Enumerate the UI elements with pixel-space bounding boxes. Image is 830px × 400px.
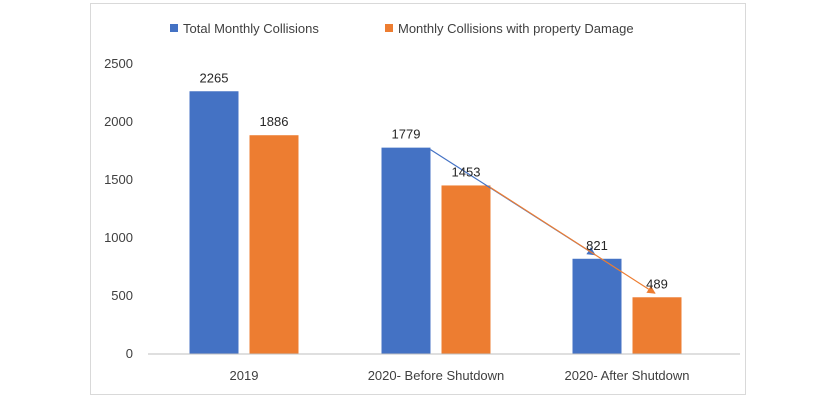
data-label-2-1: 1886	[260, 114, 289, 129]
y-tick-label: 2000	[104, 114, 133, 129]
y-tick-label: 1000	[104, 230, 133, 245]
y-tick-label: 1500	[104, 172, 133, 187]
x-axis-categories: 2019 2020- Before Shutdown 2020- After Shu…	[230, 368, 690, 383]
bars	[189, 91, 682, 354]
y-tick-label: 0	[126, 346, 133, 361]
trend-arrow-2	[490, 186, 656, 294]
legend-swatch-1	[170, 24, 178, 32]
bar-1-2	[381, 147, 431, 354]
legend-label-2: Monthly Collisions with property Damage	[398, 21, 634, 36]
y-tick-label: 500	[111, 288, 133, 303]
data-label-1-1: 2265	[200, 70, 229, 85]
x-category-label: 2019	[230, 368, 259, 383]
trend-arrows	[430, 149, 656, 294]
legend-swatch-2	[385, 24, 393, 32]
data-label-1-2: 1779	[392, 127, 421, 142]
bar-2-1	[249, 135, 299, 354]
data-label-2-3: 489	[646, 276, 668, 291]
legend-label-1: Total Monthly Collisions	[183, 21, 319, 36]
bar-1-3	[572, 258, 622, 354]
y-axis-ticks: 0 500 1000 1500 2000 2500	[104, 56, 133, 361]
legend: Total Monthly Collisions Monthly Collisio…	[170, 21, 634, 36]
y-tick-label: 2500	[104, 56, 133, 71]
data-label-1-3: 821	[586, 238, 608, 253]
bar-2-2	[441, 185, 491, 354]
bar-2-3	[632, 297, 682, 354]
x-category-label: 2020- After Shutdown	[564, 368, 689, 383]
data-labels: 2265 1886 1779 1453 821 489	[200, 70, 668, 291]
x-category-label: 2020- Before Shutdown	[368, 368, 505, 383]
bar-1-1	[189, 91, 239, 354]
data-label-2-2: 1453	[452, 164, 481, 179]
